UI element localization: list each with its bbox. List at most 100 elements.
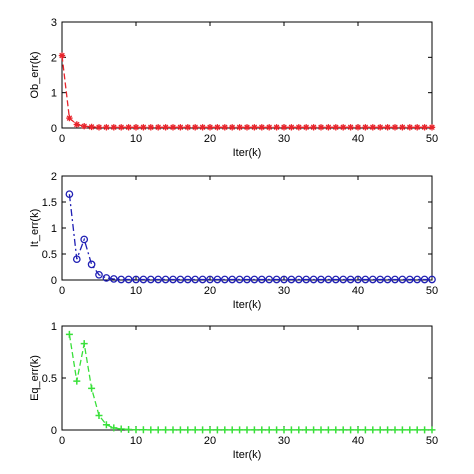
x-tick-label: 10 <box>130 133 142 145</box>
data-point <box>206 426 214 434</box>
data-point <box>191 275 200 284</box>
data-point <box>213 426 221 434</box>
data-point <box>87 260 96 269</box>
data-point <box>251 124 258 131</box>
data-point <box>88 123 95 131</box>
data-point <box>361 426 369 434</box>
data-point <box>162 426 170 434</box>
chart-panel-3: 0 10 20 30 40 50 0 0.5 1 Iter(k) Eq_err(k) <box>29 321 438 461</box>
data-point <box>65 330 73 338</box>
data-point <box>354 124 362 131</box>
data-point <box>354 426 362 434</box>
data-point <box>162 124 169 131</box>
data-point <box>110 124 117 131</box>
x-axis-label: Iter(k) <box>233 449 262 461</box>
data-point <box>376 275 385 284</box>
data-point <box>257 275 266 284</box>
data-point <box>339 426 347 434</box>
series-line <box>68 334 432 431</box>
data-point <box>413 426 421 434</box>
data-point <box>236 426 244 434</box>
y-tick-label: 1 <box>51 88 57 100</box>
data-point <box>95 270 103 279</box>
data-point <box>287 426 295 434</box>
data-point <box>399 124 406 131</box>
data-point <box>384 426 392 434</box>
data-point <box>332 124 339 131</box>
data-point <box>384 124 391 131</box>
data-point <box>81 123 88 130</box>
data-point <box>398 426 406 434</box>
x-tick-label: 0 <box>59 285 65 297</box>
data-point <box>295 124 302 131</box>
data-point <box>117 275 126 284</box>
data-point <box>428 426 436 434</box>
data-point <box>324 275 333 284</box>
data-point <box>72 255 81 264</box>
data-point <box>110 424 118 432</box>
data-point <box>161 275 170 284</box>
data-point <box>206 124 214 131</box>
data-point <box>243 124 251 131</box>
data-point <box>391 275 399 284</box>
x-tick-label: 0 <box>59 133 65 145</box>
data-point <box>302 275 311 284</box>
data-point <box>405 275 414 284</box>
y-tick-label: 2 <box>51 52 57 64</box>
data-point <box>139 426 147 434</box>
data-point <box>250 275 259 284</box>
data-point <box>206 275 214 284</box>
plot-area-frame <box>61 325 433 431</box>
data-point <box>243 426 251 434</box>
y-tick-label: 1.5 <box>42 197 57 209</box>
y-tick-label: 3 <box>51 17 57 29</box>
data-point <box>287 275 296 284</box>
data-point <box>265 426 273 434</box>
data-point <box>214 124 221 131</box>
data-point <box>228 275 237 284</box>
y-tick-label: 1 <box>51 223 57 235</box>
x-tick-label: 40 <box>352 133 364 145</box>
y-tick-label: 2 <box>51 171 57 183</box>
data-point <box>294 275 303 284</box>
data-point <box>295 426 303 434</box>
data-point <box>317 124 325 131</box>
data-point <box>377 124 384 131</box>
data-point <box>184 426 192 434</box>
data-point <box>428 124 436 131</box>
data-point <box>420 275 429 284</box>
x-tick-label: 50 <box>426 285 438 297</box>
data-point <box>117 425 125 433</box>
x-tick-label: 30 <box>278 285 290 297</box>
data-point <box>183 275 192 284</box>
y-tick-label: 0 <box>51 123 57 135</box>
data-point <box>266 124 273 131</box>
y-axis-label: It_err(k) <box>29 209 41 248</box>
x-tick-label: 0 <box>59 435 65 447</box>
data-point <box>213 275 222 284</box>
x-tick-label: 50 <box>426 133 438 145</box>
data-point <box>414 124 421 131</box>
data-point <box>155 124 162 131</box>
data-point <box>325 124 332 131</box>
y-tick-label: 0 <box>51 275 57 287</box>
data-point <box>147 426 155 434</box>
data-point <box>288 124 295 131</box>
data-point <box>235 275 244 284</box>
data-point <box>103 124 110 131</box>
data-point <box>146 275 155 284</box>
x-axis-label: Iter(k) <box>233 299 262 311</box>
plot-area-frame <box>61 175 433 281</box>
data-point <box>398 275 407 284</box>
data-point <box>273 124 280 131</box>
data-point <box>258 124 265 131</box>
data-point <box>347 124 354 131</box>
data-point <box>140 124 147 131</box>
data-point <box>132 124 140 131</box>
data-point <box>250 426 258 434</box>
data-point <box>428 275 436 284</box>
x-tick-label: 40 <box>352 435 364 447</box>
data-point <box>317 426 325 434</box>
data-point <box>369 426 377 434</box>
